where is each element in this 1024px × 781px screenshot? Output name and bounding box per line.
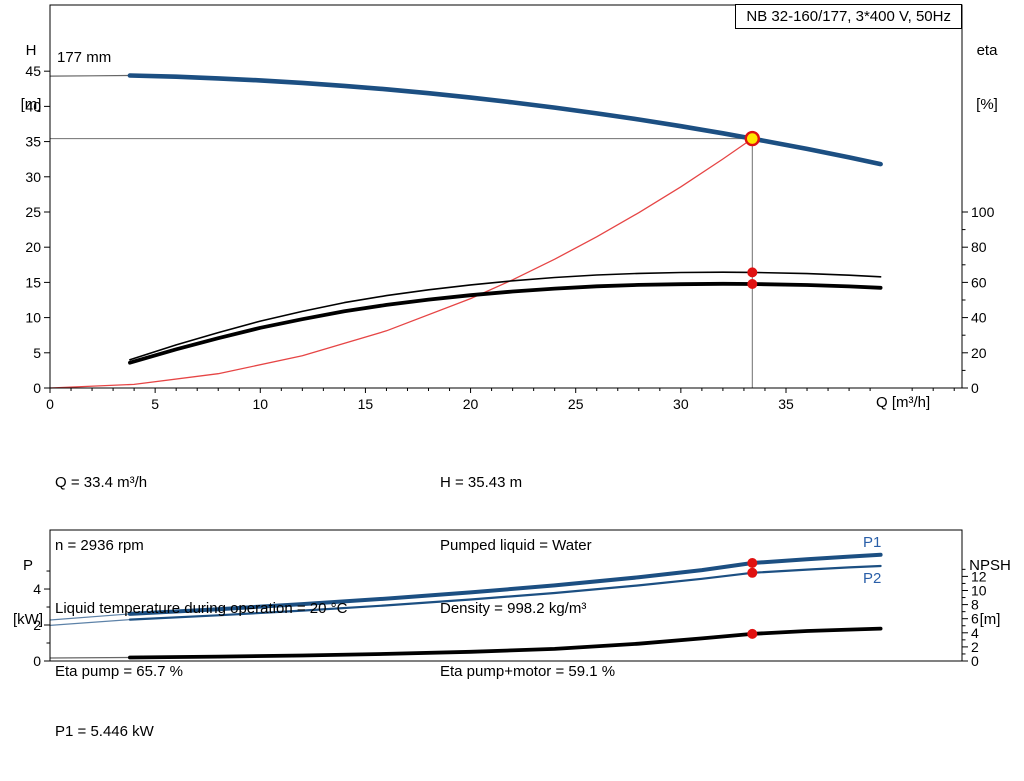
p2-extension [49, 619, 131, 626]
tick-label: 25 [25, 204, 41, 220]
p2-curve [128, 564, 882, 621]
tick-label: 35 [25, 134, 41, 150]
result-line-p1: P1 = 5.446 kW [55, 723, 154, 740]
qh-left-axis-ticks: 0 5 10 15 20 25 30 35 40 45 [25, 63, 50, 396]
p1-curve [127, 552, 883, 616]
tick-label: 45 [25, 63, 41, 79]
tick-label: 0 [971, 653, 979, 669]
tick-label: 0 [33, 380, 41, 396]
tick-label: 10 [252, 396, 268, 412]
results-block: P1 = 5.446 kW P2 = 4.899 kW NPSH = 3.84 … [55, 679, 397, 781]
info-line-h: H = 35.43 m [440, 474, 523, 491]
qh-plot-border [49, 4, 963, 389]
q-axis-label: Q [m³/h] [876, 394, 931, 411]
pump-model-title: NB 32-160/177, 3*400 V, 50Hz [735, 4, 962, 29]
npsh-axis-label: NPSH [m] [960, 521, 1020, 665]
tick-label: 0 [46, 396, 54, 412]
info-line-liquid-temp: Liquid temperature during operation = 20… [55, 600, 348, 617]
tick-label: 8 [971, 597, 979, 613]
info-line-q: Q = 33.4 m³/h [55, 474, 148, 491]
tick-label: 5 [33, 345, 41, 361]
tick-label: 15 [358, 396, 374, 412]
npsh-extension [49, 656, 131, 659]
tick-label: 20 [971, 345, 987, 361]
duty-info-column-2: H = 35.43 m Pumped liquid = Water Densit… [440, 430, 615, 724]
impeller-diameter-label: 177 mm [57, 49, 112, 66]
qh-x-axis-ticks: 0 5 10 15 20 25 30 35 [46, 388, 955, 412]
tick-label: 2 [971, 639, 979, 655]
npsh-axis-symbol: NPSH [969, 557, 1011, 574]
eta-axis-label: eta [%] [964, 6, 1010, 150]
tick-label: 15 [25, 274, 41, 290]
duty-crosshair [50, 138, 753, 388]
eta-pump-motor-curve [128, 281, 883, 365]
info-line-pumped-liquid: Pumped liquid = Water [440, 537, 592, 554]
h-axis-label: H [m] [12, 6, 50, 150]
tick-label: 40 [25, 98, 41, 114]
p-axis-unit: [kW] [13, 611, 43, 628]
tick-label: 10 [25, 310, 41, 326]
pump-curve-177mm [127, 73, 883, 167]
tick-label: 10 [971, 582, 987, 598]
power-left-axis-ticks: 0 2 4 [33, 570, 50, 669]
p-axis-symbol: P [22, 557, 33, 574]
npsh-axis-unit: [m] [979, 611, 1001, 628]
tick-label: 35 [778, 396, 794, 412]
h-axis-unit: [m] [20, 96, 42, 113]
eta-pump-point [747, 267, 758, 278]
tick-label: 60 [971, 274, 987, 290]
info-line-eta-pump-motor: Eta pump+motor = 59.1 % [440, 663, 616, 680]
eta-axis-unit: [%] [976, 96, 998, 113]
duty-point [744, 130, 760, 147]
system-curve [49, 137, 753, 389]
tick-label: 100 [971, 204, 995, 220]
info-line-density: Density = 998.2 kg/m³ [440, 600, 587, 617]
p2-curve-label: P2 [863, 570, 882, 587]
p1-point [747, 558, 758, 568]
qh-chart: 0 5 10 15 20 25 30 35 40 45 0 20 40 60 80 100 0 5 10 15 20 25… [25, 4, 995, 412]
tick-label: 30 [673, 396, 689, 412]
eta-pump-motor-point [747, 279, 758, 289]
p-axis-label: P [kW] [8, 521, 48, 665]
tick-label: 4 [971, 625, 979, 641]
tick-label: 40 [971, 310, 987, 326]
npsh-curve [128, 626, 883, 660]
tick-label: 0 [33, 653, 41, 669]
info-line-n: n = 2936 rpm [55, 537, 144, 554]
p1-curve-label: P1 [863, 534, 882, 551]
tick-label: 20 [25, 239, 41, 255]
tick-label: 5 [151, 396, 159, 412]
tick-label: 25 [568, 396, 584, 412]
tick-label: 4 [33, 581, 41, 597]
p2-point [747, 567, 758, 578]
h-axis-symbol: H [25, 42, 37, 59]
qh-right-axis-ticks: 0 20 40 60 80 100 [962, 204, 995, 396]
tick-label: 30 [25, 169, 41, 185]
tick-label: 80 [971, 239, 987, 255]
p1-extension [49, 613, 131, 621]
tick-label: 2 [33, 617, 41, 633]
tick-label: 12 [971, 568, 987, 584]
tick-label: 6 [971, 611, 979, 627]
duty-info-column-1: Q = 33.4 m³/h n = 2936 rpm Liquid temper… [55, 430, 347, 724]
power-plot-border [49, 529, 963, 662]
tick-label: 0 [971, 380, 979, 396]
info-line-eta-pump: Eta pump = 65.7 % [55, 663, 183, 680]
npsh-point [747, 628, 758, 639]
tick-label: 20 [463, 396, 479, 412]
eta-axis-symbol: eta [976, 42, 998, 59]
pump-curve-extension [49, 74, 131, 77]
